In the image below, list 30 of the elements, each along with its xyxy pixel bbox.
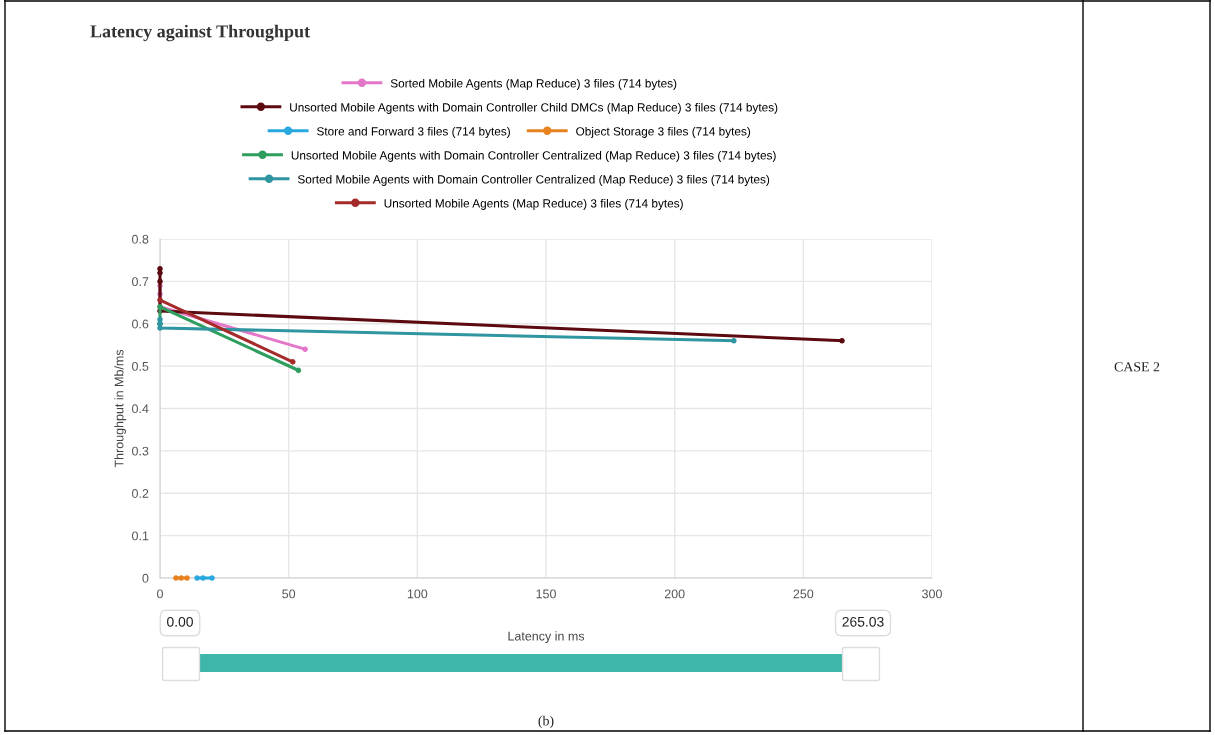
chart-title: Latency against Throughput — [90, 24, 311, 42]
legend-label: Object Storage 3 files (714 bytes) — [576, 126, 751, 138]
legend-label: Sorted Mobile Agents with Domain Controller Centralized (Map Reduce) 3 files (714 bytes) — [297, 174, 770, 186]
y-tick-label: 0.5 — [132, 361, 149, 371]
y-tick-label: 0.4 — [132, 404, 149, 414]
x-tick-label: 0 — [157, 589, 163, 599]
text: 0.00 — [167, 616, 193, 627]
x-tick-label: 100 — [407, 589, 428, 599]
x-tick-label: 250 — [793, 589, 814, 599]
text: (b) — [538, 715, 554, 729]
y-tick-label: 0.7 — [132, 277, 149, 287]
y-axis-title: Throughput in Mb/ms — [114, 349, 126, 468]
legend-label: Unsorted Mobile Agents with Domain Controller Centralized (Map Reduce) 3 files (714 bytes) — [291, 150, 776, 162]
legend-label: Unsorted Mobile Agents (Map Reduce) 3 files (714 bytes) — [384, 198, 683, 210]
y-tick-label: 0.8 — [132, 234, 149, 244]
x-axis-title: Latency in ms — [508, 631, 585, 643]
x-tick-label: 300 — [922, 589, 942, 599]
legend-label: Store and Forward 3 files (714 bytes) — [316, 126, 510, 138]
x-tick-label: 50 — [282, 589, 296, 599]
y-tick-label: 0.6 — [132, 319, 149, 329]
y-tick-label: 0.2 — [132, 489, 149, 498]
text: CASE 2 — [1114, 362, 1160, 372]
legend-label: Unsorted Mobile Agents with Domain Controller Child DMCs (Map Reduce) 3 files (714 bytes) — [290, 102, 778, 114]
x-tick-label: 200 — [664, 589, 685, 599]
y-tick-label: 0.1 — [132, 531, 149, 541]
y-tick-label: 0.3 — [132, 446, 149, 456]
x-tick-label: 150 — [536, 589, 556, 599]
legend-label: Sorted Mobile Agents (Map Reduce) 3 files (714 bytes) — [390, 78, 677, 90]
text: 265.03 — [842, 616, 884, 627]
y-tick-label: 0 — [142, 573, 149, 583]
